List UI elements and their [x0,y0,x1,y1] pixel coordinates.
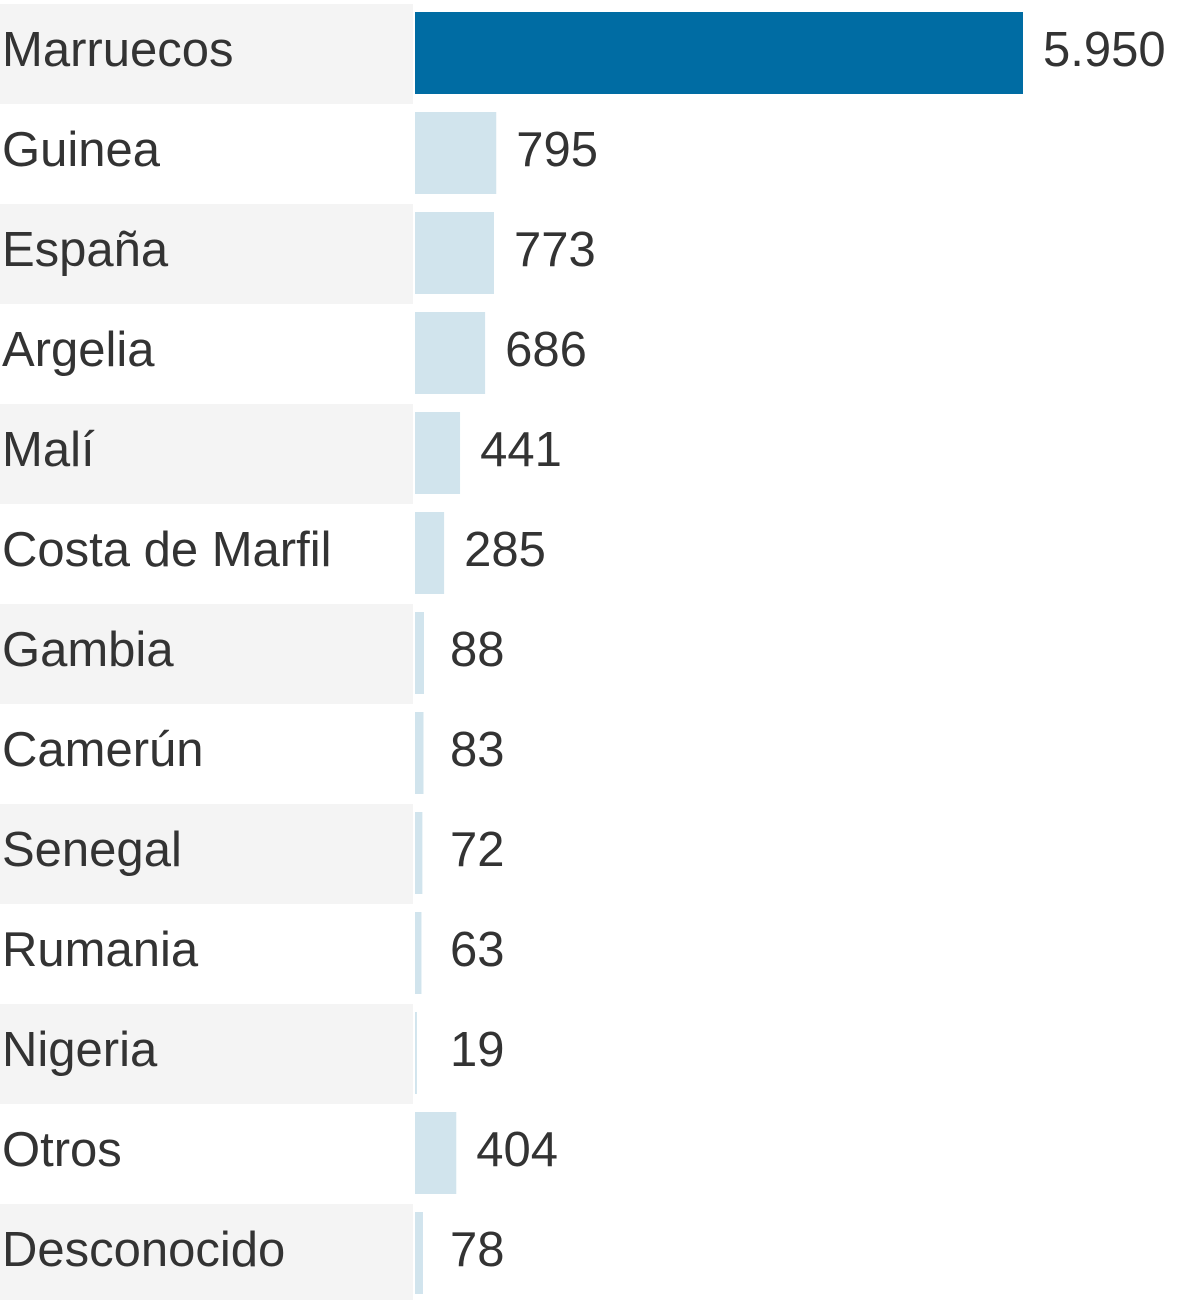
row-background [0,604,413,704]
category-label: Senegal [2,823,182,877]
bar [415,1212,423,1294]
value-label: 78 [450,1223,505,1277]
bar [415,112,497,194]
bar [415,912,422,994]
bar [415,512,445,594]
bar [415,1012,417,1094]
bar [415,412,461,494]
value-label: 19 [450,1023,505,1077]
row-background [0,804,413,904]
category-label: Otros [2,1123,122,1177]
category-label: Rumania [2,923,199,977]
bar [415,612,424,694]
category-label: Marruecos [2,23,233,77]
category-label: Nigeria [2,1023,158,1077]
bar [415,12,1023,94]
value-label: 88 [450,623,505,677]
category-label: Desconocido [2,1223,285,1277]
bar [415,812,423,894]
value-label: 773 [514,223,596,277]
bar [415,212,494,294]
value-label: 795 [516,123,598,177]
value-label: 686 [505,323,587,377]
row-background [0,404,413,504]
category-label: España [2,223,169,277]
bar [415,1112,457,1194]
bar [415,312,486,394]
value-label: 441 [480,423,562,477]
row-background [0,1004,413,1104]
category-label: Malí [2,423,95,477]
category-label: Argelia [2,323,155,377]
row-background [0,204,413,304]
value-label: 404 [476,1123,558,1177]
row-background [0,4,413,104]
bar [415,712,424,794]
value-label: 72 [450,823,505,877]
category-label: Camerún [2,723,204,777]
value-label: 285 [464,523,546,577]
value-label: 83 [450,723,505,777]
value-label: 63 [450,923,505,977]
value-label: 5.950 [1043,23,1166,77]
category-label: Guinea [2,123,161,177]
category-label: Costa de Marfil [2,523,332,577]
row-background [0,1204,413,1300]
category-label: Gambia [2,623,174,677]
